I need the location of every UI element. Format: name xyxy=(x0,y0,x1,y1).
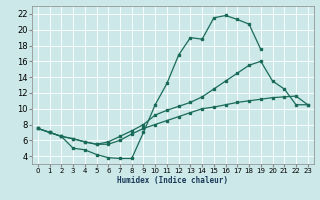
X-axis label: Humidex (Indice chaleur): Humidex (Indice chaleur) xyxy=(117,176,228,185)
